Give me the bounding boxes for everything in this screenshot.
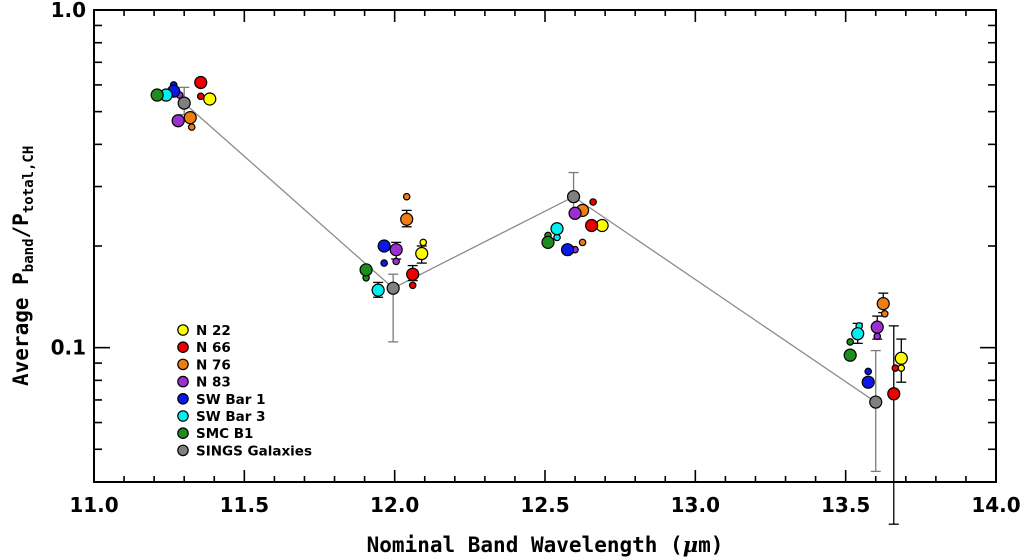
x-tick-label: 14.0: [971, 493, 1020, 517]
point-n-66: [891, 364, 900, 372]
point-smc-b1: [541, 235, 555, 249]
point-sings-galaxies: [566, 190, 581, 204]
legend-label: N 83: [196, 375, 231, 391]
x-tick-label: 13.0: [671, 493, 720, 517]
point-sw-bar-3: [550, 222, 564, 236]
plot-frame: [93, 9, 997, 483]
point-smc-b1: [843, 348, 857, 362]
x-tick-label: 13.5: [821, 493, 870, 517]
point-n-22: [419, 238, 428, 247]
point-n-76: [402, 192, 411, 201]
x-tick-label: 12.5: [520, 493, 569, 517]
point-n-66: [406, 267, 420, 281]
point-n-22: [415, 246, 429, 261]
point-sings-galaxies: [177, 96, 191, 110]
legend-label: N 66: [196, 340, 231, 356]
x-axis-title-unit: m): [698, 533, 723, 557]
point-n-76: [400, 212, 414, 226]
point-n-76: [876, 297, 890, 311]
point-sw-bar-3: [371, 283, 385, 297]
x-axis-title-main: Nominal Band Wavelength (: [367, 533, 683, 557]
point-n-83: [568, 206, 582, 220]
point-n-76: [187, 123, 196, 131]
legend-label: SMC B1: [196, 426, 253, 442]
point-n-83: [392, 257, 400, 266]
trend-line: [183, 102, 877, 403]
point-sings-galaxies: [386, 281, 400, 295]
point-n-66: [589, 198, 597, 206]
point-n-76: [183, 111, 197, 125]
point-n-66: [408, 281, 417, 290]
legend-label: SW Bar 3: [196, 409, 265, 425]
point-n-83: [389, 243, 403, 257]
legend-label: SW Bar 1: [196, 392, 265, 408]
x-tick-label: 11.0: [69, 493, 118, 517]
point-sw-bar-1: [861, 375, 875, 389]
point-n-83: [873, 332, 882, 341]
point-smc-b1: [846, 338, 854, 346]
legend-marker: [177, 392, 189, 405]
point-n-76: [578, 238, 587, 247]
legend-marker: [177, 358, 189, 371]
legend-label: N 76: [196, 357, 231, 373]
legend-label: N 22: [196, 323, 231, 339]
y-axis-title-main: Average P: [9, 272, 33, 386]
point-n-83: [171, 114, 185, 128]
y-axis-title-slash: /P: [9, 213, 33, 238]
point-sings-galaxies: [869, 395, 883, 409]
y-axis-title: Average Pband/Ptotal,CH: [9, 146, 37, 386]
point-n-66: [887, 387, 901, 401]
y-tick-label: 0.1: [51, 336, 86, 360]
legend-marker: [177, 427, 189, 439]
trend-line-group: [183, 102, 877, 403]
y-tick-label: 1.0: [51, 0, 86, 22]
point-smc-b1: [150, 88, 164, 102]
legend-marker: [177, 341, 189, 353]
point-sw-bar-1: [864, 367, 873, 376]
point-n-66: [194, 75, 208, 90]
point-sw-bar-1: [560, 243, 575, 257]
tick-labels: 11.0 11.5 12.0 12.5 13.0 13.5 14.0 0.1 1.0: [51, 0, 1021, 517]
data-points-group: [150, 75, 908, 409]
legend-marker: [177, 410, 189, 422]
point-n-76: [880, 309, 889, 318]
point-sw-bar-1: [380, 259, 388, 267]
point-n-66: [196, 92, 205, 101]
legend-label: SINGS Galaxies: [196, 443, 312, 459]
y-axis-title-sub-total: total,CH: [21, 146, 37, 213]
point-n-83: [870, 320, 884, 334]
x-tick-label: 12.0: [370, 493, 419, 517]
point-n-22: [894, 351, 908, 365]
y-axis-title-sub-band: band: [21, 238, 37, 272]
x-axis-title: Nominal Band Wavelength (μm): [367, 532, 724, 557]
point-sw-bar-1: [377, 239, 391, 253]
legend-marker: [177, 375, 189, 388]
x-tick-label: 11.5: [220, 493, 269, 517]
x-axis-title-mu: μ: [683, 532, 698, 557]
point-smc-b1: [359, 263, 373, 277]
legend-marker: [177, 444, 189, 457]
point-n-22: [203, 92, 217, 106]
point-n-66: [585, 218, 599, 233]
point-sw-bar-3: [851, 327, 865, 341]
legend-marker: [177, 324, 189, 336]
